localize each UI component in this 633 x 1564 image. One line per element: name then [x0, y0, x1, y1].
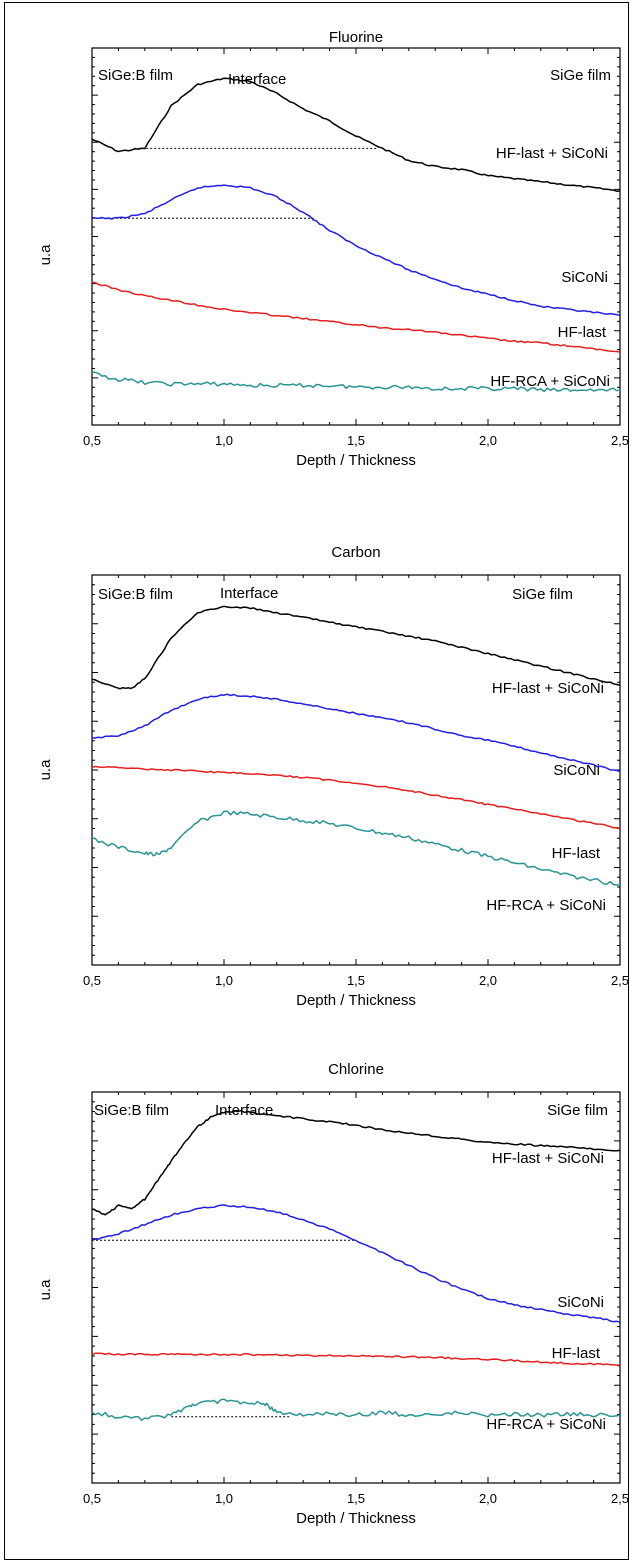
- chart-panel-fluorine: Fluorine 0,5 1,0 1,5 2,0 2,5 Depth / Thickness…: [37, 29, 629, 469]
- x-tick-label: 1,5: [347, 1491, 365, 1506]
- x-axis-label: Depth / Thickness: [296, 1510, 416, 1527]
- x-tick-label: 0,5: [83, 973, 101, 988]
- series-label: HF-RCA + SiCoNi: [486, 1416, 606, 1433]
- x-tick-label: 2,0: [479, 433, 497, 448]
- chart-panel-chlorine: Chlorine 0,5 1,0 1,5 2,0 2,5 Depth / Thickness…: [37, 1061, 629, 1527]
- series-label: HF-last + SiCoNi: [496, 145, 608, 162]
- series-line-hf-last-siconi: [91, 605, 621, 690]
- x-tick-label: 1,0: [215, 973, 233, 988]
- region-label: Interface: [215, 1102, 273, 1119]
- series-label: HF-RCA + SiCoNi: [486, 897, 606, 914]
- y-axis-label: u.a: [37, 244, 54, 266]
- chart-title: Chlorine: [328, 1061, 384, 1078]
- region-label: SiGe:B film: [98, 67, 173, 84]
- series-label: SiCoNi: [557, 1294, 604, 1311]
- y-axis-label: u.a: [37, 1279, 54, 1301]
- region-label: SiGe film: [547, 1102, 608, 1119]
- series-label: SiCoNi: [561, 269, 608, 286]
- region-label: SiGe:B film: [94, 1102, 169, 1119]
- series-line-hf-rca-siconi: [91, 370, 621, 393]
- x-axis-label: Depth / Thickness: [296, 992, 416, 1009]
- series-label: HF-last: [558, 324, 607, 341]
- x-tick-label: 2,5: [611, 973, 629, 988]
- chart-panel-carbon: Carbon 0,5 1,0 1,5 2,0 2,5 Depth / Thickness u.…: [37, 544, 629, 1009]
- chart-title: Carbon: [331, 544, 380, 561]
- x-tick-label: 2,5: [611, 1491, 629, 1506]
- series-line-hf-last: [91, 281, 621, 353]
- series-label: HF-last: [552, 1345, 601, 1362]
- series-line-siconi: [91, 693, 621, 773]
- series-line-hf-rca-siconi: [91, 810, 621, 886]
- x-tick-label: 1,0: [215, 1491, 233, 1506]
- series-label: HF-RCA + SiCoNi: [490, 373, 610, 390]
- x-tick-label: 1,5: [347, 973, 365, 988]
- series-label: SiCoNi: [553, 762, 600, 779]
- chart-title: Fluorine: [329, 29, 383, 46]
- series-line-hf-rca-siconi: [91, 1398, 621, 1421]
- series-label: HF-last + SiCoNi: [492, 1150, 604, 1167]
- series-label: HF-last: [552, 845, 601, 862]
- series-line-hf-last-siconi: [91, 1109, 621, 1216]
- x-tick-label: 1,0: [215, 433, 233, 448]
- series-line-hf-last: [91, 1352, 621, 1366]
- region-label: Interface: [228, 71, 286, 88]
- region-label: SiGe film: [550, 67, 611, 84]
- x-tick-label: 2,0: [479, 1491, 497, 1506]
- region-label: Interface: [220, 585, 278, 602]
- series-line-siconi: [91, 184, 621, 317]
- x-tick-label: 0,5: [83, 1491, 101, 1506]
- y-axis-label: u.a: [37, 759, 54, 781]
- x-tick-label: 2,0: [479, 973, 497, 988]
- series-line-siconi: [91, 1204, 621, 1323]
- x-tick-label: 2,5: [611, 433, 629, 448]
- series-line-hf-last: [91, 765, 621, 829]
- series-label: HF-last + SiCoNi: [492, 680, 604, 697]
- x-axis-label: Depth / Thickness: [296, 452, 416, 469]
- region-label: SiGe film: [512, 586, 573, 603]
- series-line-hf-last-siconi: [91, 77, 621, 192]
- x-tick-label: 0,5: [83, 433, 101, 448]
- figure-frame: [4, 2, 629, 1560]
- x-tick-label: 1,5: [347, 433, 365, 448]
- region-label: SiGe:B film: [98, 586, 173, 603]
